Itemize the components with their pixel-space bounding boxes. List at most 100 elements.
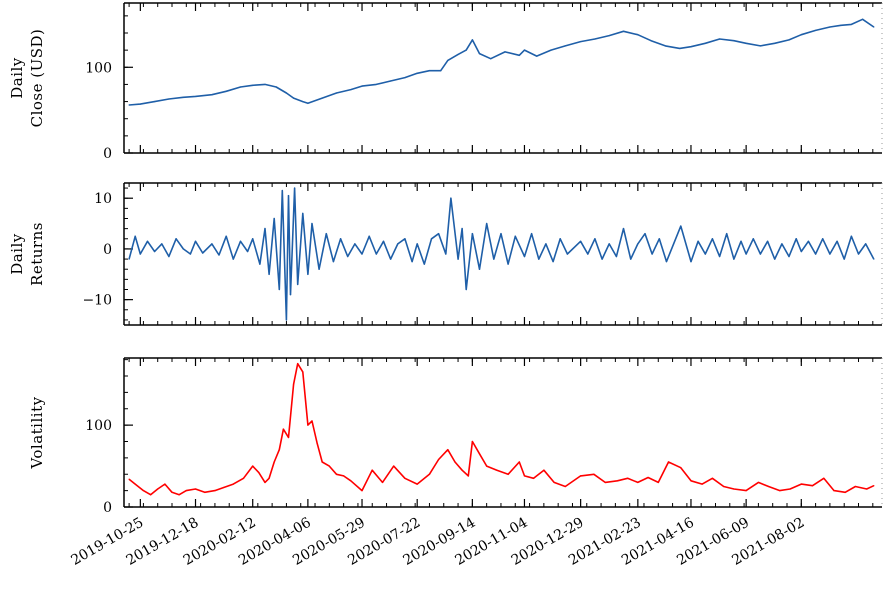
series-point — [829, 26, 831, 28]
series-point — [307, 273, 309, 275]
y-tick-label: −10 — [82, 293, 112, 309]
series-point — [171, 491, 173, 493]
series-point — [239, 240, 242, 242]
series-point — [733, 488, 735, 490]
series-point — [564, 45, 566, 47]
series-point — [644, 233, 646, 235]
series-point — [297, 283, 299, 286]
series-point — [504, 51, 506, 53]
series-point — [701, 483, 703, 485]
series-point — [292, 383, 295, 385]
series-point — [142, 490, 145, 492]
series-point — [350, 88, 352, 91]
series-point — [447, 59, 449, 62]
series-point — [381, 481, 384, 484]
series-point — [704, 42, 706, 44]
series-point — [390, 258, 392, 260]
y-tick-label: 100 — [85, 418, 112, 434]
series-point — [478, 52, 481, 55]
series-point — [185, 490, 187, 492]
series-point — [518, 461, 520, 463]
series-point — [318, 268, 320, 270]
series-point — [604, 481, 606, 484]
series-point — [523, 255, 526, 258]
series-point — [347, 255, 349, 258]
series-line-panel-2 — [128, 187, 875, 321]
series-point — [854, 485, 857, 488]
series-point — [438, 233, 440, 235]
series-point — [128, 104, 130, 106]
series-point — [807, 240, 810, 242]
series-point — [800, 483, 802, 485]
series-point — [404, 477, 406, 479]
series-point — [316, 442, 318, 444]
series-point — [194, 95, 197, 98]
series-point — [533, 477, 535, 479]
series-point — [428, 70, 431, 72]
series-point — [658, 238, 660, 240]
series-point — [390, 80, 392, 82]
series-point — [454, 461, 456, 463]
y-axis-title: Volatility — [28, 396, 46, 469]
series-point — [289, 293, 292, 296]
series-point — [781, 243, 783, 245]
series-point — [416, 483, 418, 485]
series-point — [673, 243, 675, 245]
series-point — [285, 92, 288, 94]
series-point — [622, 30, 625, 32]
series-point — [651, 253, 653, 255]
series-point — [593, 473, 595, 475]
series-point — [873, 258, 875, 260]
series-point — [411, 261, 413, 263]
series-point — [789, 488, 791, 490]
series-point — [680, 225, 682, 227]
series-point — [622, 228, 625, 230]
series-point — [543, 469, 545, 471]
series-point — [252, 84, 254, 86]
series-point — [766, 240, 769, 242]
series-point — [311, 222, 313, 225]
series-point — [630, 258, 632, 260]
series-point — [194, 488, 197, 490]
series-point — [328, 465, 330, 467]
series-point — [844, 491, 846, 493]
series-point — [601, 258, 603, 260]
series-point — [416, 243, 418, 245]
series-point — [445, 253, 447, 255]
series-point — [343, 475, 345, 477]
series-point — [566, 253, 568, 255]
series-point — [680, 467, 682, 469]
series-point — [718, 255, 721, 258]
series-point — [223, 486, 225, 488]
series-point — [564, 485, 566, 488]
series-point — [307, 102, 309, 104]
series-point — [423, 263, 425, 265]
series-point — [471, 233, 473, 235]
series-point — [723, 485, 725, 488]
series-point — [545, 243, 547, 245]
series-point — [873, 485, 875, 487]
y-axis-title: Close (USD) — [28, 29, 46, 128]
series-point — [861, 18, 864, 20]
series-point — [182, 96, 184, 98]
series-point — [465, 49, 467, 51]
series-point — [382, 240, 385, 242]
series-point — [768, 485, 770, 488]
series-point — [321, 97, 323, 99]
series-point — [866, 488, 868, 490]
series-point — [657, 481, 659, 484]
series-point — [745, 253, 747, 255]
series-point — [486, 465, 488, 467]
series-point — [307, 424, 309, 426]
series-point — [531, 233, 533, 235]
series-point — [325, 233, 327, 235]
series-point — [164, 483, 166, 485]
series-point — [637, 34, 639, 36]
series-point — [471, 39, 473, 41]
series-point — [258, 472, 260, 474]
y-axis-title: Daily — [8, 57, 26, 99]
series-point — [536, 55, 538, 57]
series-point — [134, 483, 136, 485]
series-point — [232, 483, 234, 485]
